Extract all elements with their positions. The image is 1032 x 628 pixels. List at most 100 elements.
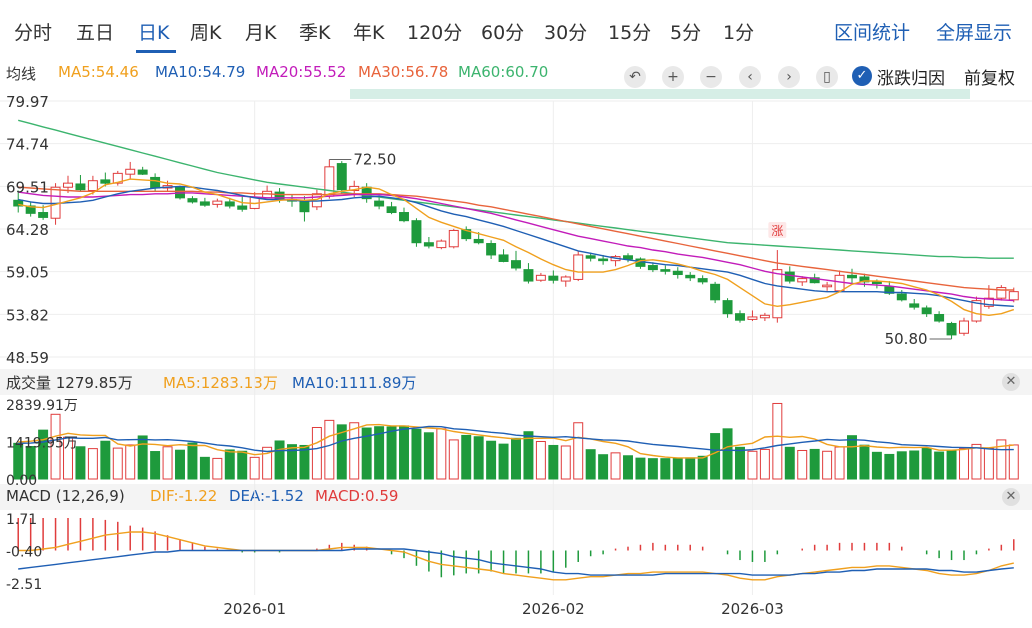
close-volume-icon[interactable]: ✕ — [1002, 373, 1020, 391]
volume-bar — [473, 436, 484, 480]
volume-bar — [423, 432, 434, 480]
range-stats-link[interactable]: 区间统计 — [834, 22, 911, 44]
candle-body — [63, 182, 73, 188]
candle-body — [585, 255, 596, 259]
candle-icon[interactable]: ▯ — [816, 66, 838, 88]
checkbox-check-icon[interactable]: ✓ — [852, 66, 872, 86]
tab-monthly-k[interactable]: 月K — [245, 22, 277, 44]
tab-five-day[interactable]: 五日 — [76, 22, 115, 44]
macd-dea-line — [18, 548, 1014, 576]
tab-120min[interactable]: 120分 — [407, 22, 463, 44]
volume-ma10-value: MA10:1111.89万 — [292, 374, 417, 392]
candle-body — [100, 179, 111, 184]
ma-legend-title: 均线 — [6, 65, 37, 83]
volume-bar — [560, 445, 571, 480]
candle-body — [13, 199, 24, 207]
candle-body — [735, 313, 745, 321]
candle-body — [548, 275, 559, 281]
zoom-in-icon[interactable]: + — [662, 66, 684, 88]
macd-legend: MACD (12,26,9) DIF:-1.22 DEA:-1.52 MACD:… — [0, 484, 1032, 510]
volume-ma5-line — [18, 423, 1014, 459]
candle-body — [809, 277, 820, 284]
tab-30min[interactable]: 30分 — [544, 22, 588, 44]
range-scroll-bar[interactable] — [350, 89, 970, 99]
candle-body — [996, 287, 1007, 299]
candle-body — [896, 293, 907, 301]
tab-quarterly-k[interactable]: 季K — [299, 22, 331, 44]
volume-bar — [349, 422, 360, 480]
tab-15min[interactable]: 15分 — [608, 22, 652, 44]
volume-tick-label: 2839.91万 — [6, 398, 78, 414]
macd-tick-label: -0.40 — [6, 545, 42, 561]
prev-icon[interactable]: ‹ — [739, 66, 761, 88]
zoom-out-icon[interactable]: − — [700, 66, 722, 88]
low-price-label: 50.80 — [885, 330, 928, 348]
candle-body — [212, 200, 223, 205]
volume-bar — [374, 426, 385, 480]
date-tick-label: 2026-02 — [522, 600, 585, 618]
ma5-value: MA5:54.46 — [58, 63, 139, 81]
candle-body — [199, 201, 210, 206]
close-macd-icon[interactable]: ✕ — [1002, 488, 1020, 506]
volume-bar — [548, 444, 559, 480]
candle-body — [50, 186, 61, 219]
volume-bar — [287, 444, 297, 480]
volume-bar — [934, 451, 945, 480]
volume-bar — [399, 425, 409, 480]
macd-dif-line — [18, 531, 1014, 581]
candle-body — [150, 176, 161, 189]
volume-bar — [672, 457, 683, 480]
volume-bar — [822, 450, 833, 480]
macd-legend-title: MACD (12,26,9) — [6, 487, 125, 505]
volume-bar — [871, 451, 882, 480]
ma30-line — [18, 186, 1014, 291]
price-tick-label: 48.59 — [6, 349, 49, 367]
volume-bar — [150, 451, 161, 480]
ma60-value: MA60:60.70 — [458, 63, 549, 81]
candle-body — [436, 240, 447, 249]
volume-bar — [50, 413, 61, 480]
limit-up-label: 涨 — [771, 223, 783, 238]
candle-body — [523, 269, 534, 282]
price-tick-label: 53.82 — [6, 306, 49, 324]
volume-bar — [834, 446, 845, 480]
tab-5min[interactable]: 5分 — [670, 22, 702, 44]
tab-yearly-k[interactable]: 年K — [353, 22, 385, 44]
candle-body — [847, 274, 857, 279]
volume-bar — [137, 435, 148, 480]
candle-body — [971, 300, 982, 322]
candle-body — [797, 278, 808, 283]
adjust-mode-label[interactable]: 前复权 — [964, 69, 1015, 89]
candle-body — [287, 198, 297, 202]
next-icon[interactable]: › — [778, 66, 800, 88]
volume-bar — [75, 446, 86, 480]
candle-body — [623, 255, 633, 260]
tab-daily-k[interactable]: 日K — [138, 22, 170, 44]
candle-body — [672, 270, 683, 276]
candle-body — [535, 274, 546, 281]
tab-weekly-k[interactable]: 周K — [190, 22, 222, 44]
volume-bar — [610, 452, 621, 480]
tab-intraday[interactable]: 分时 — [14, 22, 53, 44]
fullscreen-link[interactable]: 全屏显示 — [936, 22, 1013, 44]
volume-bar — [722, 428, 733, 480]
volume-bar — [996, 439, 1007, 480]
volume-bar — [921, 447, 932, 480]
candle-body — [361, 186, 372, 200]
candle-body — [959, 320, 969, 334]
candle-body — [685, 274, 696, 279]
tab-60min[interactable]: 60分 — [481, 22, 525, 44]
tab-1min[interactable]: 1分 — [723, 22, 755, 44]
volume-bar — [511, 437, 521, 480]
candle-body — [38, 212, 49, 218]
candle-body — [573, 254, 584, 280]
candle-body — [921, 307, 932, 315]
volume-bar — [909, 450, 920, 480]
volume-bar — [436, 428, 447, 480]
volume-bar — [647, 458, 658, 480]
price-tick-label: 79.97 — [6, 93, 49, 111]
undo-icon[interactable]: ↶ — [624, 66, 646, 88]
attribution-checkbox-label[interactable]: 涨跌归因 — [877, 69, 945, 89]
candle-body — [784, 271, 795, 282]
